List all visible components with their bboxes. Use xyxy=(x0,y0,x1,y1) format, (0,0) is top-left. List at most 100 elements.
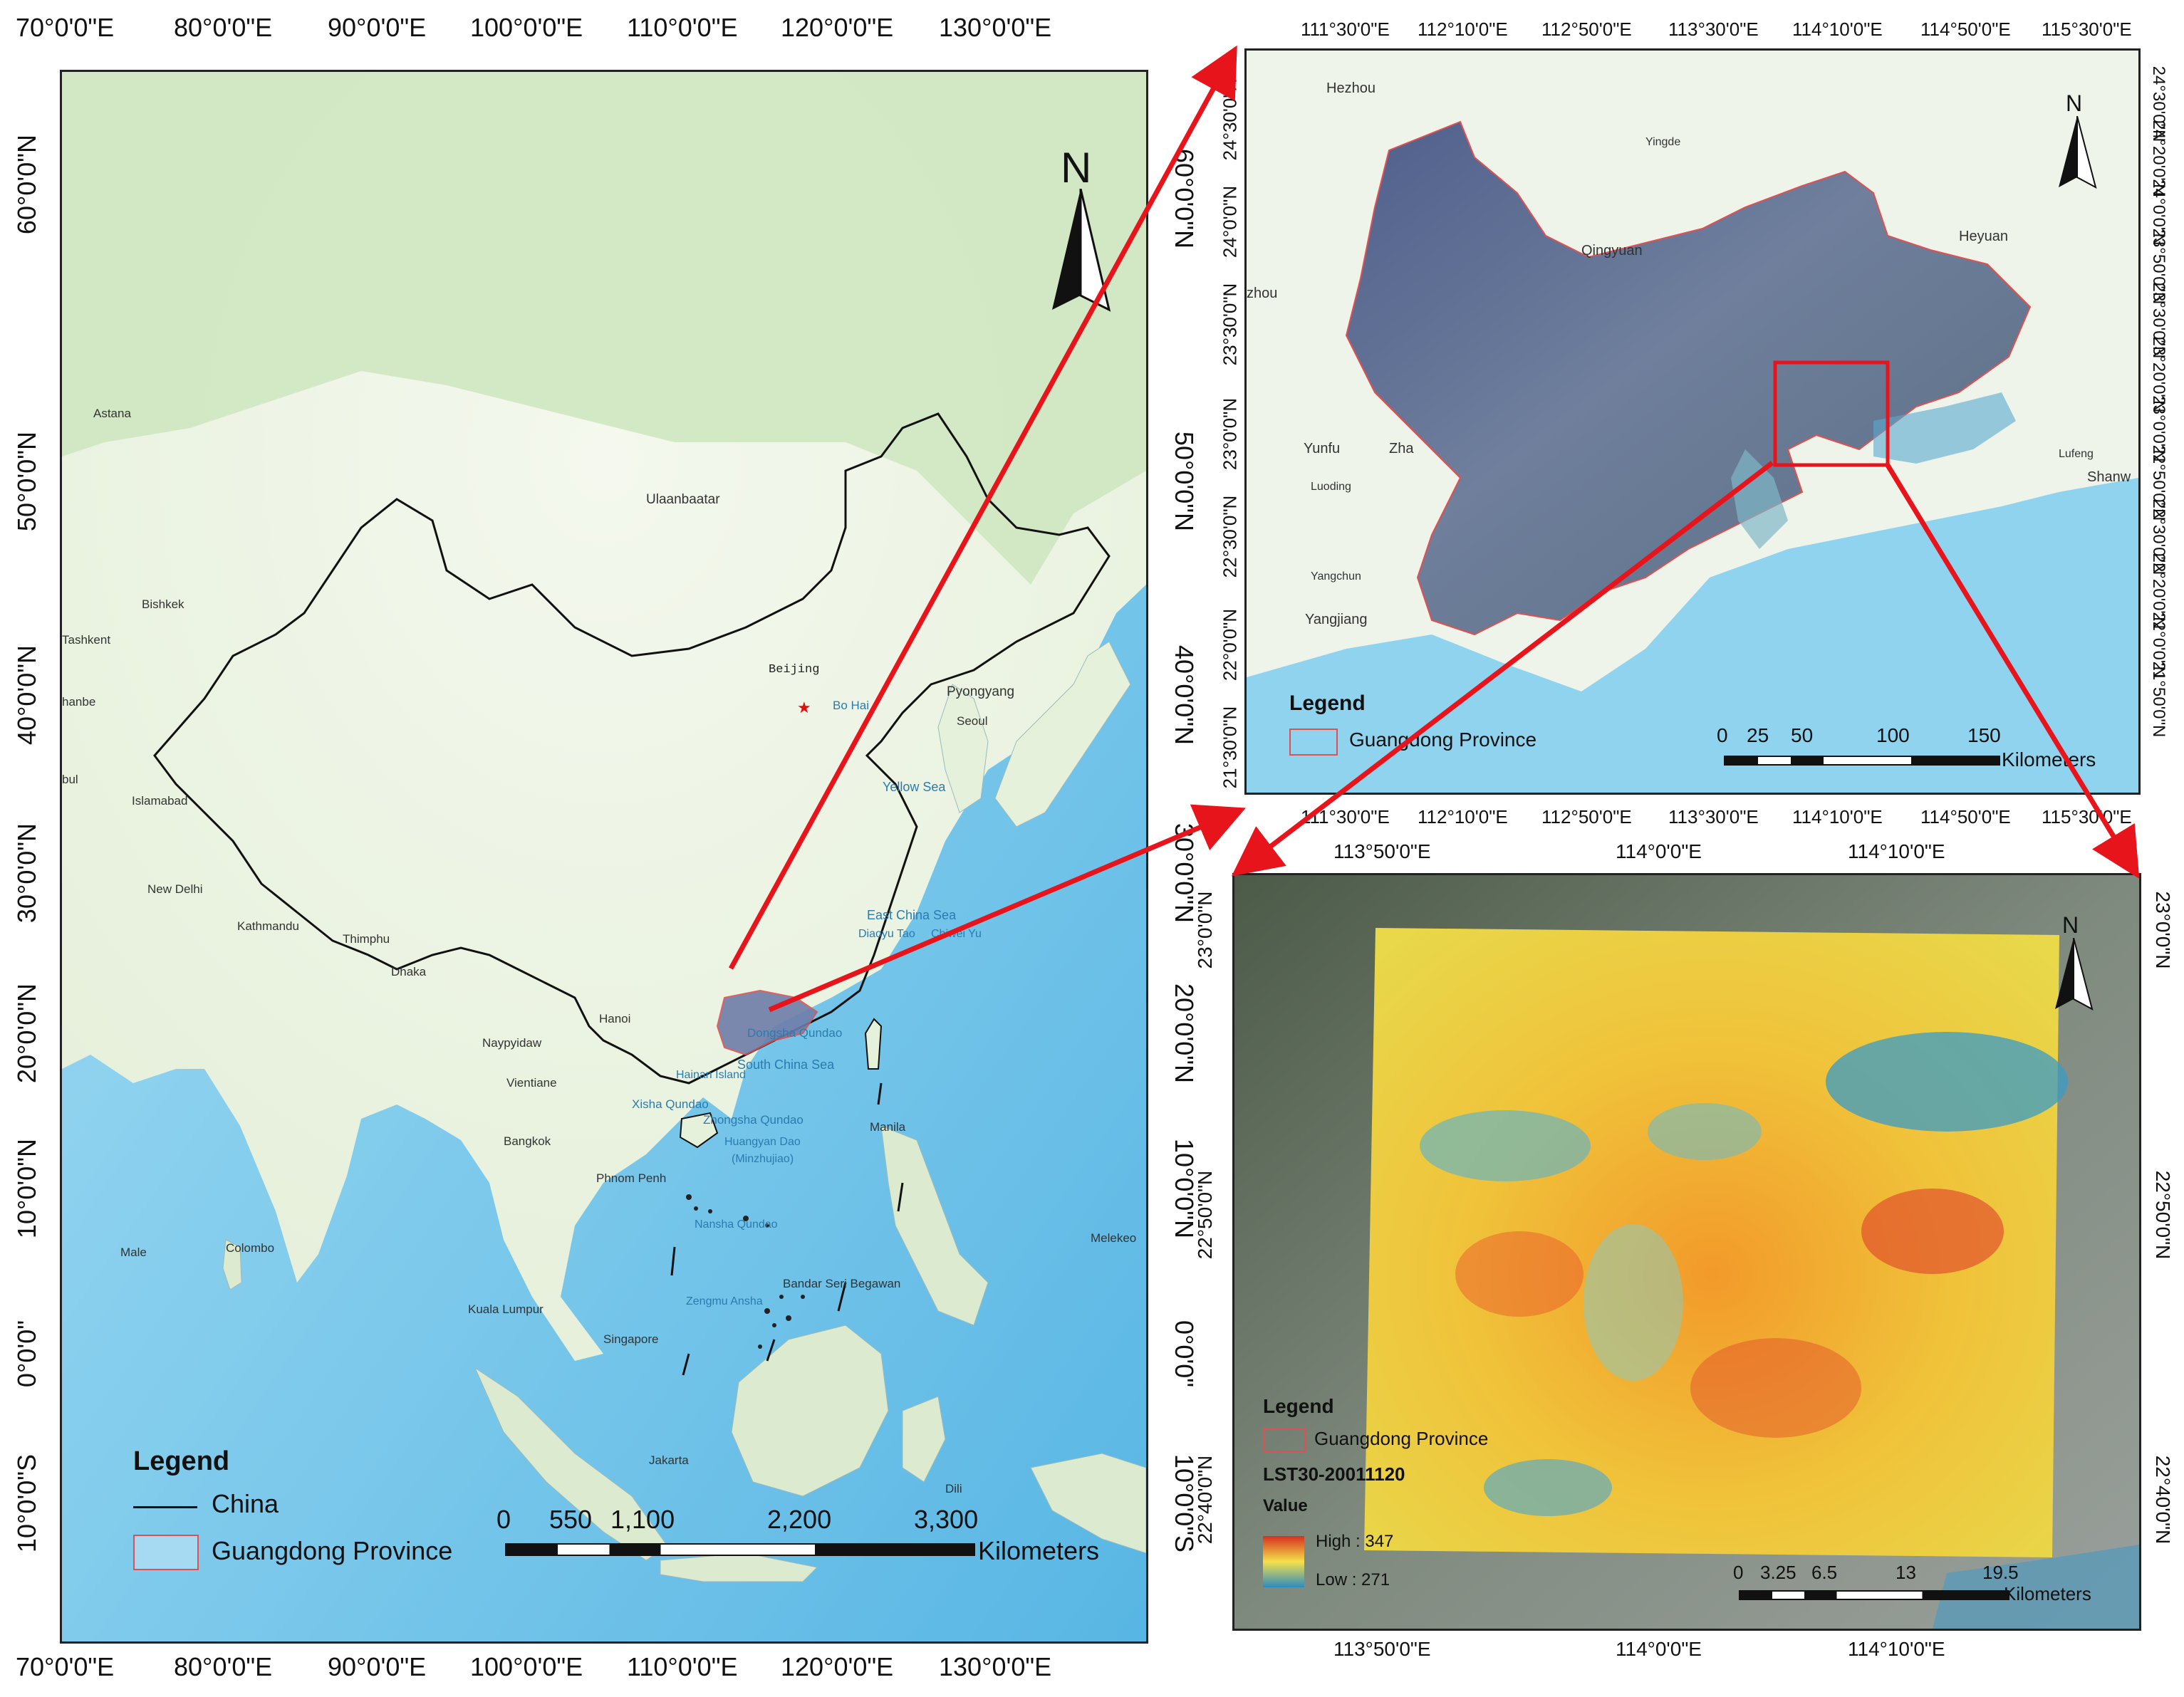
lat-tick: 0°0'0" xyxy=(1170,1320,1199,1388)
nine-dash-line xyxy=(670,1082,904,1376)
place-label: Beijing xyxy=(769,663,820,677)
scale-unit: Kilometers xyxy=(2004,1583,2091,1604)
place-label: Hainan Island xyxy=(676,1069,746,1081)
place-label: Dili xyxy=(945,1482,962,1495)
place-label: Yangchun xyxy=(1311,570,1361,583)
cool-zone xyxy=(1648,1103,1762,1160)
place-label: Yangjiang xyxy=(1305,612,1368,627)
lon-tick: 100°0'0"E xyxy=(470,1652,583,1681)
lat-tick: 40°0'0"N xyxy=(12,644,41,746)
value-ramp xyxy=(1263,1536,1304,1587)
place-label: Nansha Qundao xyxy=(695,1218,778,1231)
place-label: Lufeng xyxy=(2059,448,2094,460)
hot-zone xyxy=(1455,1231,1584,1317)
scale-tick: 2,200 xyxy=(767,1505,832,1534)
place-label: Dongsha Qundao xyxy=(747,1026,843,1040)
lat-tick: 50°0'0"N xyxy=(1170,431,1199,532)
cool-zone xyxy=(1826,1032,2068,1132)
scale-tick: 150 xyxy=(1967,724,2001,746)
legend-swatch-box xyxy=(133,1535,199,1570)
scale-tick: 0 xyxy=(1717,724,1728,746)
scale-tick: 0 xyxy=(1733,1562,1744,1583)
sulawesi xyxy=(902,1396,946,1483)
place-label: Bangkok xyxy=(504,1134,551,1148)
place-label: New Delhi xyxy=(147,882,203,896)
value-high: High : 347 xyxy=(1316,1532,1394,1551)
lat-tick: 10°0'0"N xyxy=(12,1138,41,1239)
lon-tick: 115°30'0"E xyxy=(2042,19,2132,40)
place-label: Zengmu Ansha xyxy=(686,1295,763,1307)
philippines xyxy=(880,1125,989,1326)
lon-tick: 114°10'0"E xyxy=(1792,19,1883,40)
lst-map-panel: N Legend Guangdong Province LST30-200111… xyxy=(1232,873,2141,1631)
lon-tick: 114°50'0"E xyxy=(1920,19,2011,40)
place-label: Phnom Penh xyxy=(596,1171,667,1185)
lon-tick: 114°10'0"E xyxy=(1792,806,1883,827)
scale-unit: Kilometers xyxy=(978,1536,1100,1565)
place-label: Naypyidaw xyxy=(482,1036,542,1050)
place-label: Yunfu xyxy=(1304,441,1341,456)
lat-tick: 30°0'0"N xyxy=(12,823,41,924)
cool-zone xyxy=(1420,1110,1591,1181)
value-low: Low : 271 xyxy=(1316,1570,1390,1589)
lon-tick: 130°0'0"E xyxy=(939,13,1052,42)
lon-tick: 113°50'0"E xyxy=(1333,1638,1431,1660)
lat-tick: 23°0'0"N xyxy=(2152,891,2174,969)
lat-tick: 50°0'0"N xyxy=(12,431,41,532)
place-label: Chiwei Yu xyxy=(931,928,982,940)
lon-tick: 114°0'0"E xyxy=(1616,840,1702,862)
lon-tick: 70°0'0"E xyxy=(16,13,115,42)
legend: Legend Guangdong Province xyxy=(1289,691,1574,777)
north-label: N xyxy=(2062,912,2079,938)
legend-item-label: China xyxy=(212,1489,279,1518)
north-label: N xyxy=(2066,90,2083,116)
place-label: Tashkent xyxy=(62,633,111,647)
lon-tick: 114°50'0"E xyxy=(1920,806,2011,827)
zoom-extent-box xyxy=(1773,360,1890,467)
lon-tick: 130°0'0"E xyxy=(939,1652,1052,1681)
lat-tick: 22°50'0"N xyxy=(2152,1170,2174,1260)
place-label: bul xyxy=(62,773,78,786)
place-label: Pyongyang xyxy=(947,684,1015,699)
scale-tick: 3,300 xyxy=(914,1505,979,1534)
overview-map-panel: ★ Astana Ulaanbaatar Bishkek Tashkent ha… xyxy=(60,70,1148,1644)
place-label: Manila xyxy=(870,1120,906,1134)
place-label: Colombo xyxy=(226,1241,275,1255)
scale-tick: 13 xyxy=(1896,1562,1916,1583)
place-label: Shanw xyxy=(2087,469,2131,485)
scale-unit: Kilometers xyxy=(2002,748,2096,771)
legend-item-label: Guangdong Province xyxy=(1349,729,1537,751)
lon-tick: 114°0'0"E xyxy=(1616,1638,1702,1660)
scale-bar-graphic xyxy=(505,1543,975,1556)
place-label: Melekeo xyxy=(1091,1231,1137,1245)
place-label: zhou xyxy=(1247,286,1278,301)
scale-tick: 100 xyxy=(1876,724,1910,746)
legend-swatch-box xyxy=(1263,1428,1306,1452)
legend: Legend China Guangdong Province xyxy=(133,1446,561,1617)
lon-tick: 112°10'0"E xyxy=(1418,806,1508,827)
lat-tick: 0°0'0" xyxy=(12,1320,41,1388)
legend: Legend Guangdong Province LST30-20011120… xyxy=(1263,1395,1562,1623)
lon-tick: 113°30'0"E xyxy=(1668,19,1759,40)
place-label: Dhaka xyxy=(391,965,427,978)
lon-tick: 80°0'0"E xyxy=(174,1652,273,1681)
place-label: East China Sea xyxy=(867,908,957,922)
sri-lanka xyxy=(222,1239,242,1290)
place-label: Seoul xyxy=(957,714,988,728)
place-label: Heyuan xyxy=(1959,229,2008,244)
place-label: Diaoyu Tao xyxy=(858,928,915,940)
place-label: Yellow Sea xyxy=(883,780,946,794)
place-label: Hanoi xyxy=(599,1012,631,1025)
region-map-panel: Hezhou Yingde Qingyuan Heyuan Yunfu Zha … xyxy=(1244,48,2141,795)
place-label: Kathmandu xyxy=(237,919,299,933)
legend-title: Legend xyxy=(1263,1395,1334,1417)
north-arrow-icon xyxy=(2055,938,2094,1011)
cool-zone xyxy=(1484,1459,1612,1516)
beijing-star-icon: ★ xyxy=(797,699,811,716)
lat-tick: 10°0'0"S xyxy=(12,1453,41,1553)
lon-tick: 112°50'0"E xyxy=(1541,806,1632,827)
place-label: Huangyan Dao xyxy=(724,1136,801,1148)
place-label: Zhongsha Qundao xyxy=(703,1113,804,1127)
borneo xyxy=(731,1325,889,1497)
lat-tick: 60°0'0"N xyxy=(12,134,41,235)
